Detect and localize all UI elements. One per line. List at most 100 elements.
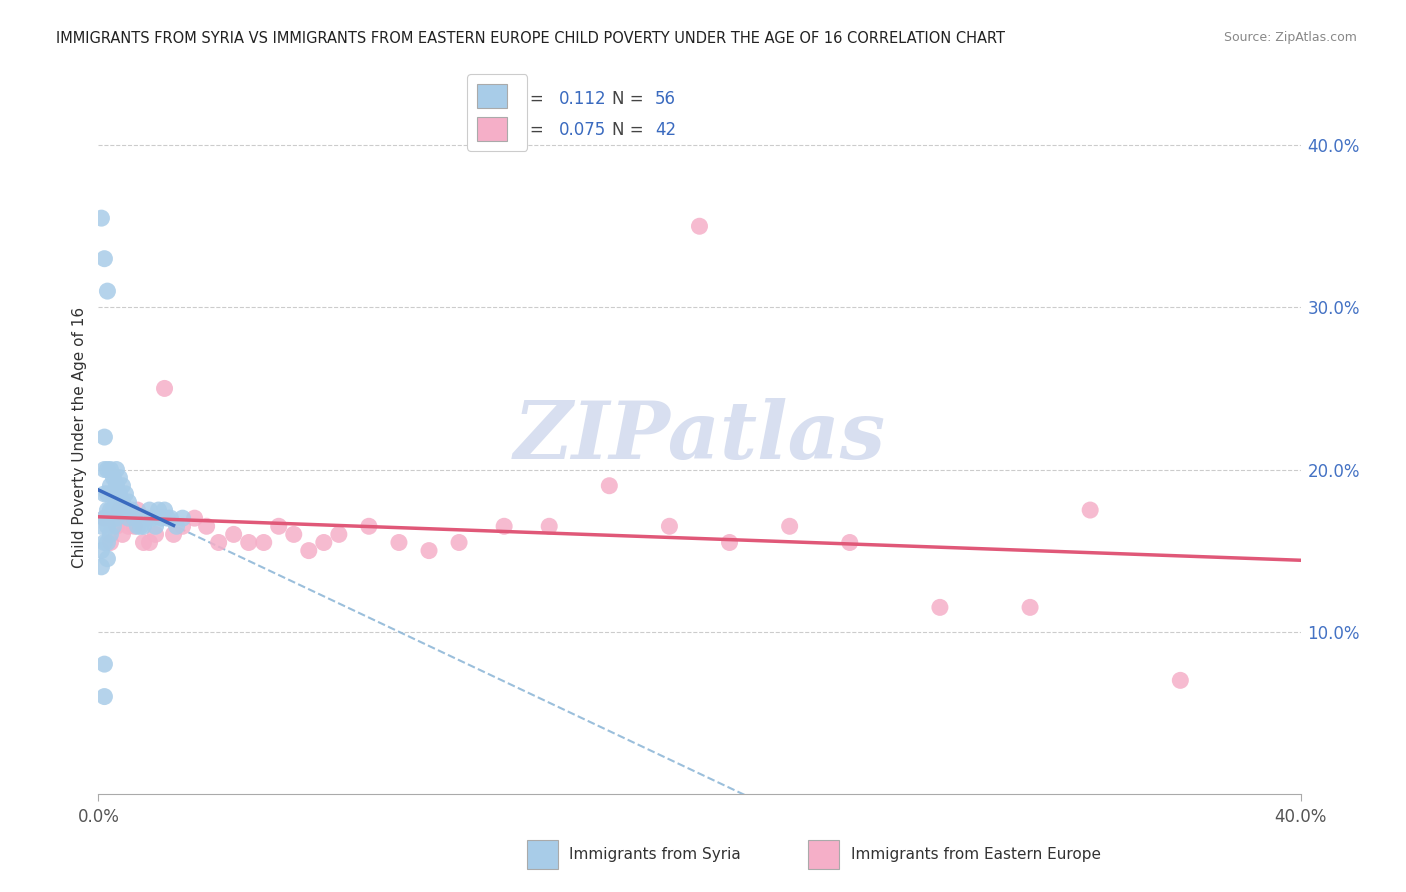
Point xyxy=(96,551,118,566)
Text: N =: N = xyxy=(612,90,644,108)
Point xyxy=(96,284,118,298)
Point xyxy=(283,527,305,541)
Point xyxy=(156,511,179,525)
Point xyxy=(162,527,184,541)
Point xyxy=(114,511,136,525)
Point xyxy=(1019,600,1042,615)
Point xyxy=(132,535,155,549)
Point xyxy=(153,381,176,395)
Point xyxy=(111,495,134,509)
Text: ZIPatlas: ZIPatlas xyxy=(513,399,886,475)
Point xyxy=(108,470,131,484)
Point xyxy=(238,535,260,549)
Y-axis label: Child Poverty Under the Age of 16: Child Poverty Under the Age of 16 xyxy=(72,307,87,567)
Point xyxy=(103,487,125,501)
Point xyxy=(141,511,163,525)
Point xyxy=(96,535,118,549)
Point xyxy=(111,479,134,493)
Point xyxy=(159,511,181,525)
Point xyxy=(538,519,561,533)
Text: R =: R = xyxy=(513,90,544,108)
Point xyxy=(328,527,350,541)
Point xyxy=(96,503,118,517)
Point xyxy=(267,519,290,533)
Text: 56: 56 xyxy=(655,90,676,108)
Point xyxy=(100,503,122,517)
Point xyxy=(357,519,380,533)
Text: 42: 42 xyxy=(655,121,676,139)
Point xyxy=(93,430,115,444)
Point xyxy=(114,487,136,501)
Point xyxy=(117,511,139,525)
Point xyxy=(183,511,205,525)
Point xyxy=(222,527,245,541)
Point xyxy=(105,495,128,509)
Point xyxy=(103,470,125,484)
Point xyxy=(166,519,188,533)
Point xyxy=(93,511,115,525)
Point xyxy=(1078,503,1101,517)
Point xyxy=(90,211,112,226)
Point xyxy=(90,519,112,533)
Point xyxy=(121,503,143,517)
Point xyxy=(114,503,136,517)
Point xyxy=(105,462,128,476)
FancyBboxPatch shape xyxy=(527,840,558,869)
Point xyxy=(117,519,139,533)
Legend: , : , xyxy=(467,74,527,151)
Point xyxy=(93,535,115,549)
Point xyxy=(117,495,139,509)
Point xyxy=(145,519,167,533)
Point xyxy=(127,503,149,517)
Point xyxy=(124,511,146,525)
Point xyxy=(100,527,122,541)
Point xyxy=(598,479,620,493)
Text: 0.112: 0.112 xyxy=(558,90,606,108)
Point xyxy=(172,519,194,533)
Text: Immigrants from Syria: Immigrants from Syria xyxy=(569,847,741,863)
Point xyxy=(135,511,157,525)
Point xyxy=(100,535,122,549)
Point xyxy=(100,479,122,493)
Text: IMMIGRANTS FROM SYRIA VS IMMIGRANTS FROM EASTERN EUROPE CHILD POVERTY UNDER THE : IMMIGRANTS FROM SYRIA VS IMMIGRANTS FROM… xyxy=(56,31,1005,46)
Point xyxy=(418,543,440,558)
Point xyxy=(103,503,125,517)
Point xyxy=(100,462,122,476)
Point xyxy=(124,519,146,533)
Point xyxy=(108,487,131,501)
Point xyxy=(90,543,112,558)
Point xyxy=(96,462,118,476)
Point xyxy=(96,487,118,501)
Point xyxy=(105,479,128,493)
Point xyxy=(93,487,115,501)
Point xyxy=(312,535,335,549)
Point xyxy=(689,219,711,234)
Point xyxy=(111,527,134,541)
Text: N =: N = xyxy=(612,121,644,139)
Point xyxy=(148,503,170,517)
Point xyxy=(138,503,160,517)
Point xyxy=(93,657,115,672)
Point xyxy=(388,535,411,549)
Point xyxy=(658,519,681,533)
Point xyxy=(195,519,218,533)
Text: Source: ZipAtlas.com: Source: ZipAtlas.com xyxy=(1223,31,1357,45)
Point xyxy=(447,535,470,549)
Text: R =: R = xyxy=(513,121,544,139)
Point xyxy=(93,511,115,525)
Text: 0.075: 0.075 xyxy=(558,121,606,139)
Point xyxy=(129,519,152,533)
Point xyxy=(93,462,115,476)
Point xyxy=(103,519,125,533)
Point xyxy=(172,511,194,525)
Point xyxy=(127,519,149,533)
Point xyxy=(132,519,155,533)
Point xyxy=(108,503,131,517)
Point xyxy=(1170,673,1192,688)
Point xyxy=(208,535,231,549)
Point xyxy=(105,519,128,533)
Point xyxy=(105,511,128,525)
Text: Immigrants from Eastern Europe: Immigrants from Eastern Europe xyxy=(851,847,1101,863)
Point xyxy=(718,535,741,549)
Point xyxy=(150,511,173,525)
